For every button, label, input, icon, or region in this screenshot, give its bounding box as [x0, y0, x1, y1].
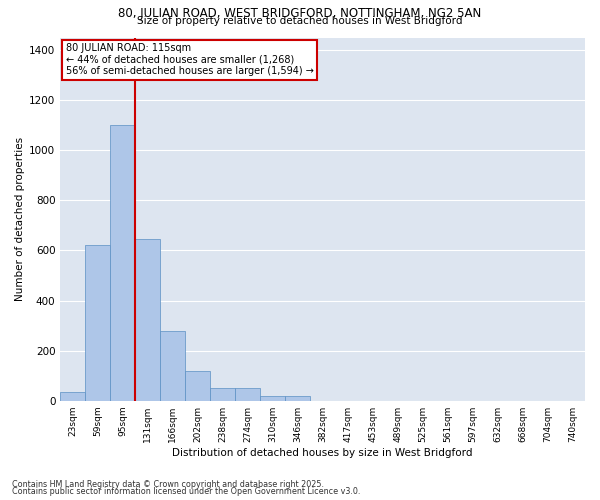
Text: Contains HM Land Registry data © Crown copyright and database right 2025.: Contains HM Land Registry data © Crown c…	[12, 480, 324, 489]
Text: 80 JULIAN ROAD: 115sqm
← 44% of detached houses are smaller (1,268)
56% of semi-: 80 JULIAN ROAD: 115sqm ← 44% of detached…	[65, 43, 313, 76]
Bar	[135, 239, 160, 400]
Bar	[85, 246, 110, 400]
Text: 80, JULIAN ROAD, WEST BRIDGFORD, NOTTINGHAM, NG2 5AN: 80, JULIAN ROAD, WEST BRIDGFORD, NOTTING…	[118, 8, 482, 20]
Bar	[185, 370, 210, 400]
Text: Size of property relative to detached houses in West Bridgford: Size of property relative to detached ho…	[137, 16, 463, 26]
Bar	[285, 396, 310, 400]
Bar	[260, 396, 285, 400]
Bar	[235, 388, 260, 400]
Bar	[110, 125, 135, 400]
Bar	[210, 388, 235, 400]
Bar	[60, 392, 85, 400]
Y-axis label: Number of detached properties: Number of detached properties	[15, 137, 25, 301]
X-axis label: Distribution of detached houses by size in West Bridgford: Distribution of detached houses by size …	[172, 448, 473, 458]
Bar	[160, 330, 185, 400]
Text: Contains public sector information licensed under the Open Government Licence v3: Contains public sector information licen…	[12, 487, 361, 496]
